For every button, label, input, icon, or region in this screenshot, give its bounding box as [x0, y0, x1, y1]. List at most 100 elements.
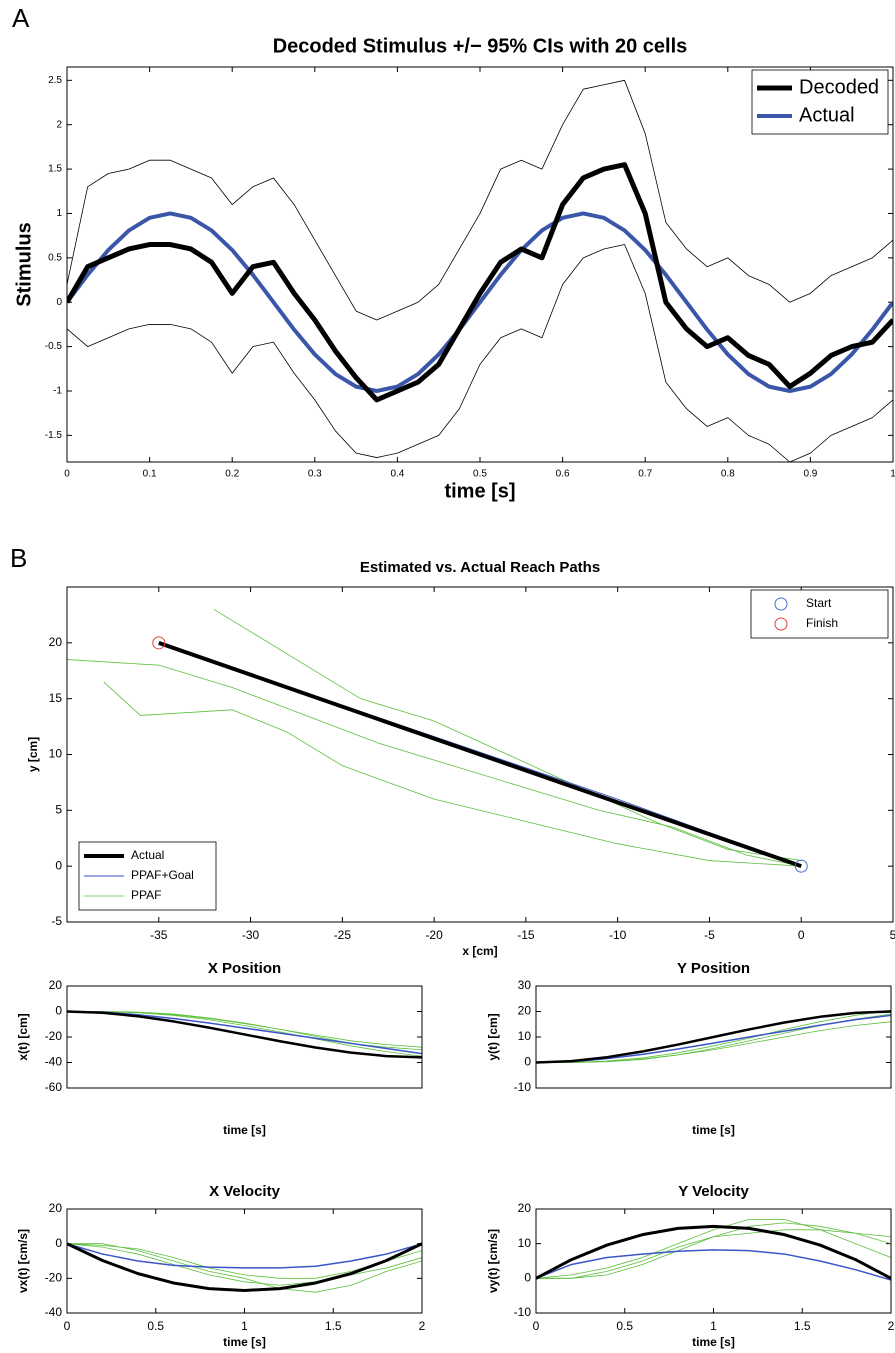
y-axis-label: Stimulus	[13, 222, 35, 306]
series-line	[536, 1010, 891, 1064]
x-tick-label: -10	[609, 928, 627, 942]
y-tick-label: 20	[49, 1201, 63, 1215]
y-tick-label: 0	[56, 297, 62, 308]
x-axis-label: x [cm]	[462, 944, 497, 958]
y-tick-label: 20	[518, 1004, 532, 1018]
x-tick-label: 2	[419, 1319, 426, 1333]
series-line	[67, 1011, 422, 1057]
chart-title: Y Position	[677, 960, 750, 977]
x-tick-label: 1	[890, 469, 895, 480]
x-tick-label: 0.5	[147, 1319, 164, 1333]
series-line	[536, 1021, 891, 1063]
series-line	[536, 1014, 891, 1064]
legend-label: PPAF+Goal	[131, 868, 194, 882]
marker	[152, 636, 166, 650]
x-tick-label: -20	[425, 928, 443, 942]
axes-frame	[535, 1208, 892, 1314]
legend-swatch	[774, 617, 788, 631]
series-line	[67, 1243, 422, 1279]
y-axis-label: y(t) [cm]	[486, 1013, 500, 1060]
chart-title: Y Velocity	[678, 1183, 749, 1200]
plot-area	[67, 608, 802, 869]
y-tick-label: 10	[518, 1029, 532, 1043]
y-tick-label: 0	[524, 1271, 531, 1285]
y-tick-label: -10	[514, 1080, 532, 1094]
y-tick-label: -5	[51, 914, 62, 928]
plot-area	[536, 1009, 891, 1064]
y-tick-label: 0	[55, 1004, 62, 1018]
y-tick-label: 15	[49, 691, 63, 705]
x-tick-label: 0.5	[616, 1319, 633, 1333]
series-line	[67, 1010, 422, 1059]
y-axis-label: vy(t) [cm/s]	[486, 1229, 500, 1293]
series-line	[536, 1249, 891, 1281]
y-tick-label: -20	[45, 1271, 63, 1285]
plot-area	[536, 1219, 891, 1281]
y-tick-label: -60	[45, 1080, 63, 1094]
plot-area	[67, 79, 893, 462]
legend-label: Actual	[799, 104, 855, 126]
x-tick-label: 0.6	[556, 469, 570, 480]
legend-label: Decoded	[799, 76, 879, 98]
x-tick-label: 0.4	[390, 469, 404, 480]
y-tick-label: 1	[56, 208, 62, 219]
y-axis-label: x(t) [cm]	[16, 1013, 30, 1060]
chart-title: Decoded Stimulus +/− 95% CIs with 20 cel…	[273, 35, 688, 57]
axes-frame	[66, 586, 894, 923]
x-axis-label: time [s]	[223, 1123, 266, 1137]
x-tick-label: 0.2	[225, 469, 239, 480]
series-line	[536, 1224, 891, 1280]
y-tick-label: 0	[524, 1055, 531, 1069]
series-line	[536, 1009, 891, 1063]
series-line	[67, 211, 893, 393]
series-line	[67, 1010, 422, 1055]
chart-title: X Velocity	[209, 1183, 281, 1200]
x-axis-label: time [s]	[692, 1335, 735, 1349]
x-tick-label: 0.5	[473, 469, 487, 480]
y-tick-label: 0.5	[48, 252, 62, 263]
x-tick-label: 0.1	[143, 469, 157, 480]
series-line	[536, 1222, 891, 1279]
series-line	[536, 1219, 891, 1279]
x-axis-label: time [s]	[692, 1123, 735, 1137]
plot-area	[67, 1010, 422, 1059]
y-tick-label: 2.5	[48, 75, 62, 86]
x-tick-label: -30	[242, 928, 260, 942]
x-axis-label: time [s]	[223, 1335, 266, 1349]
series-line	[67, 1242, 422, 1269]
x-tick-label: 5	[890, 928, 895, 942]
legend-label: Start	[806, 596, 832, 610]
x-tick-label: -35	[150, 928, 168, 942]
axes-frame	[66, 985, 423, 1089]
series-line	[67, 162, 893, 403]
legend-box	[751, 69, 889, 135]
panel-label: B	[10, 543, 27, 573]
x-tick-label: 0	[798, 928, 805, 942]
x-tick-label: 0	[533, 1319, 540, 1333]
panel-label: A	[12, 3, 30, 33]
x-tick-label: 2	[888, 1319, 895, 1333]
x-tick-label: 0.9	[803, 469, 817, 480]
legend-label: Actual	[131, 848, 164, 862]
y-tick-label: -10	[514, 1305, 532, 1319]
x-tick-label: 0.8	[721, 469, 735, 480]
chart-title: X Position	[208, 960, 281, 977]
y-tick-label: -1.5	[45, 430, 63, 441]
series-line	[67, 79, 893, 321]
series-line	[67, 1011, 422, 1051]
x-tick-label: 0	[64, 1319, 71, 1333]
y-tick-label: 2	[56, 119, 62, 130]
y-tick-label: -1	[53, 386, 62, 397]
plot-area	[67, 1242, 422, 1293]
series-line	[103, 681, 802, 867]
y-tick-label: 10	[518, 1236, 532, 1250]
series-line	[158, 640, 802, 869]
marker	[794, 859, 808, 873]
y-tick-label: -40	[45, 1055, 63, 1069]
x-tick-label: 1	[241, 1319, 248, 1333]
x-tick-label: -15	[517, 928, 535, 942]
x-tick-label: 1	[710, 1319, 717, 1333]
x-tick-label: -25	[334, 928, 352, 942]
y-tick-label: 30	[518, 978, 532, 992]
x-tick-label: -5	[704, 928, 715, 942]
